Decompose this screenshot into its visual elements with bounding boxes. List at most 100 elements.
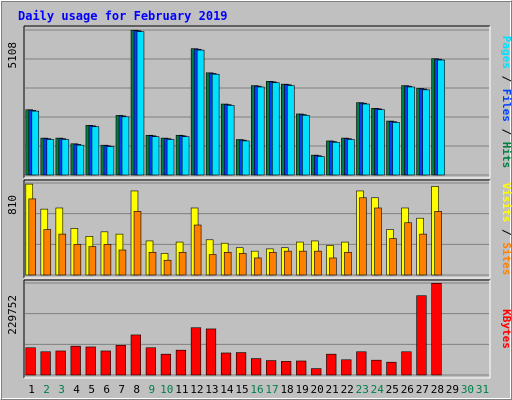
legend-entry: / xyxy=(500,69,512,89)
bar-sites-day-13 xyxy=(208,254,217,276)
bar-sites-day-16 xyxy=(253,257,262,276)
x-tick-label: 3 xyxy=(58,383,65,396)
bar-kbytes-day-22 xyxy=(341,359,352,376)
bar-kbytes-day-27 xyxy=(416,295,427,376)
legend: KBytes xyxy=(500,309,512,349)
bar-pages-day-16 xyxy=(256,86,265,176)
bar-pages-day-1 xyxy=(31,110,40,176)
bar-kbytes-day-13 xyxy=(205,328,217,376)
bar-sites-day-11 xyxy=(178,251,187,276)
bar-kbytes-day-23 xyxy=(356,351,367,376)
bar-kbytes-day-21 xyxy=(326,353,337,376)
bar-pages-day-17 xyxy=(272,82,280,176)
bar-pages-day-23 xyxy=(362,103,370,176)
bar-kbytes-day-1 xyxy=(25,347,36,376)
bar-pages-day-28 xyxy=(437,59,445,176)
bar-sites-day-17 xyxy=(269,251,277,276)
x-tick-label: 1 xyxy=(28,383,35,396)
bar-sites-day-5 xyxy=(88,246,97,276)
x-tick-label: 25 xyxy=(386,383,399,396)
bar-pages-day-5 xyxy=(91,126,100,176)
bar-sites-day-27 xyxy=(419,233,427,276)
x-tick-label: 28 xyxy=(431,383,444,396)
bar-sites-day-2 xyxy=(43,229,52,276)
bar-pages-day-9 xyxy=(151,136,160,176)
bar-sites-day-14 xyxy=(223,251,232,276)
bar-kbytes-day-24 xyxy=(371,359,382,376)
bar-kbytes-day-28 xyxy=(431,283,442,376)
panel-kbytes: 229752 KBytes xyxy=(6,279,512,379)
y-max-label: 5108 xyxy=(6,42,19,69)
x-axis-labels: 1 2 3 4 5 6 7 8 9 10 11 12 13 14 15 16 17 18 19 20 21 22 23 24 2… xyxy=(28,383,489,396)
x-tick-label: 24 xyxy=(371,383,385,396)
x-tick-label: 13 xyxy=(205,383,218,396)
x-tick-label: 8 xyxy=(133,383,140,396)
x-tick-label: 26 xyxy=(401,383,414,396)
bar-kbytes-day-10 xyxy=(160,353,172,376)
bar-pages-day-21 xyxy=(332,142,340,176)
bar-pages-day-10 xyxy=(166,139,175,176)
chart-title: Daily usage for February 2019 xyxy=(18,9,228,23)
bar-pages-day-12 xyxy=(196,49,205,176)
bar-kbytes-day-14 xyxy=(220,352,232,376)
bar-sites-day-12 xyxy=(193,224,202,276)
bar-sites-day-1 xyxy=(28,198,37,276)
bar-kbytes-day-6 xyxy=(100,350,111,376)
x-tick-label: 7 xyxy=(118,383,125,396)
x-tick-label: 9 xyxy=(148,383,155,396)
legend-entry: Pages xyxy=(500,36,512,69)
bar-kbytes-day-25 xyxy=(386,361,397,376)
x-tick-label: 10 xyxy=(160,383,173,396)
bar-pages-day-14 xyxy=(226,105,235,176)
bar-sites-day-23 xyxy=(359,197,367,276)
bar-kbytes-day-7 xyxy=(115,345,126,376)
bar-sites-day-19 xyxy=(299,250,307,276)
bar-sites-day-24 xyxy=(374,207,382,276)
legend: Visits / Sites xyxy=(500,183,512,276)
x-tick-label: 5 xyxy=(88,383,95,396)
bar-sites-day-20 xyxy=(314,250,322,276)
bar-sites-day-9 xyxy=(148,251,157,276)
x-tick-label: 14 xyxy=(220,383,234,396)
x-tick-label: 2 xyxy=(43,383,50,396)
bar-pages-day-11 xyxy=(181,136,190,176)
bar-kbytes-day-9 xyxy=(145,347,156,376)
bar-kbytes-day-26 xyxy=(401,351,412,376)
bar-kbytes-day-18 xyxy=(281,361,292,376)
bar-pages-day-25 xyxy=(392,122,400,176)
bar-kbytes-day-4 xyxy=(70,345,81,376)
legend-entry: Hits xyxy=(500,142,512,169)
bar-sites-day-26 xyxy=(404,222,412,276)
x-tick-label: 20 xyxy=(311,383,324,396)
bar-pages-day-4 xyxy=(76,144,85,176)
bar-kbytes-day-19 xyxy=(296,360,307,376)
bar-kbytes-day-20 xyxy=(311,368,322,376)
bar-pages-day-20 xyxy=(317,156,325,176)
x-tick-label: 27 xyxy=(416,383,429,396)
x-tick-label: 29 xyxy=(446,383,459,396)
bar-pages-day-24 xyxy=(377,109,385,176)
panel-hits-files-pages: 5108 Pages / Files / Hits xyxy=(6,25,512,179)
bar-sites-day-25 xyxy=(389,238,397,276)
legend-entry: Files xyxy=(500,89,512,122)
x-tick-label: 11 xyxy=(175,383,188,396)
panel-visits-sites: 810 Visits / Sites xyxy=(6,179,512,279)
legend-entry: Visits xyxy=(500,183,512,223)
bar-sites-day-10 xyxy=(163,259,172,276)
x-tick-label: 16 xyxy=(250,383,263,396)
x-tick-label: 30 xyxy=(461,383,474,396)
bar-sites-day-8 xyxy=(133,211,142,276)
bar-kbytes-day-17 xyxy=(266,360,277,376)
x-tick-label: 31 xyxy=(476,383,489,396)
legend-entry: KBytes xyxy=(500,309,512,349)
bar-kbytes-day-2 xyxy=(40,351,51,376)
bar-pages-day-27 xyxy=(422,89,430,176)
bar-sites-day-7 xyxy=(118,249,127,276)
bar-pages-day-26 xyxy=(407,86,415,176)
bar-pages-day-6 xyxy=(106,146,115,176)
y-max-label: 229752 xyxy=(6,295,19,335)
x-tick-label: 21 xyxy=(326,383,339,396)
bar-kbytes-day-15 xyxy=(235,352,247,376)
